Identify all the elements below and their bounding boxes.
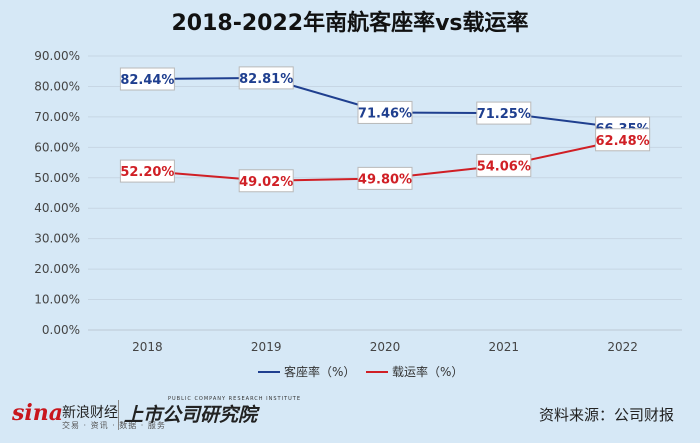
data-label: 54.06% [477,159,531,174]
legend-entry: 载运率（%） [392,364,463,379]
data-label: 71.46% [358,106,412,121]
footer: sina 新浪财经 交易 · 资讯 · 数据 · 服务 上市公司研究院 PUBL… [0,388,700,443]
data-label: 49.80% [358,172,412,187]
x-tick-label: 2019 [251,340,282,354]
y-tick-label: 10.00% [34,293,80,307]
y-tick-label: 80.00% [34,79,80,93]
y-tick-label: 30.00% [34,232,80,246]
data-label: 82.44% [120,73,174,88]
line-chart: 2018-2022年南航客座率vs载运率 0.00% 10.00% 20.00% 30.… [34,10,682,379]
sina-logo[interactable]: sina [12,400,63,426]
sina-finance-tagline: 交易 · 资讯 · 数据 · 服务 [62,421,166,430]
data-label: 49.02% [239,175,293,190]
footer-divider [118,400,119,430]
data-label: 52.20% [120,165,174,180]
y-tick-label: 60.00% [34,140,80,154]
data-label: 62.48% [596,134,650,149]
data-source: 资料来源：公司财报 [538,406,674,424]
institute-english-name: PUBLIC COMPANY RESEARCH INSTITUTE [168,396,301,402]
legend-entry: 客座率（%） [284,364,355,379]
chart-title: 2018-2022年南航客座率vs载运率 [171,10,528,36]
x-tick-label: 2018 [132,340,163,354]
data-label-box [357,166,413,190]
y-tick-label: 0.00% [42,323,80,337]
institute-name: 上市公司研究院 [124,404,258,426]
data-label: 71.25% [477,107,531,122]
x-tick-label: 2021 [489,340,520,354]
data-label-box [476,153,532,177]
x-tick-label: 2020 [370,340,401,354]
y-tick-label: 90.00% [34,49,80,63]
data-label: 82.81% [239,72,293,87]
x-tick-label: 2022 [607,340,638,354]
y-tick-label: 70.00% [34,110,80,124]
data-label-box [238,66,294,90]
data-label-box [119,67,175,91]
data-label-box [476,101,532,125]
y-tick-label: 20.00% [34,262,80,276]
data-label-box [595,128,651,152]
data-label-box [357,100,413,124]
data-label-box [238,169,294,193]
y-tick-label: 50.00% [34,171,80,185]
data-label-box [119,159,175,183]
sina-finance-name: 新浪财经 [62,405,118,421]
y-tick-label: 40.00% [34,201,80,215]
